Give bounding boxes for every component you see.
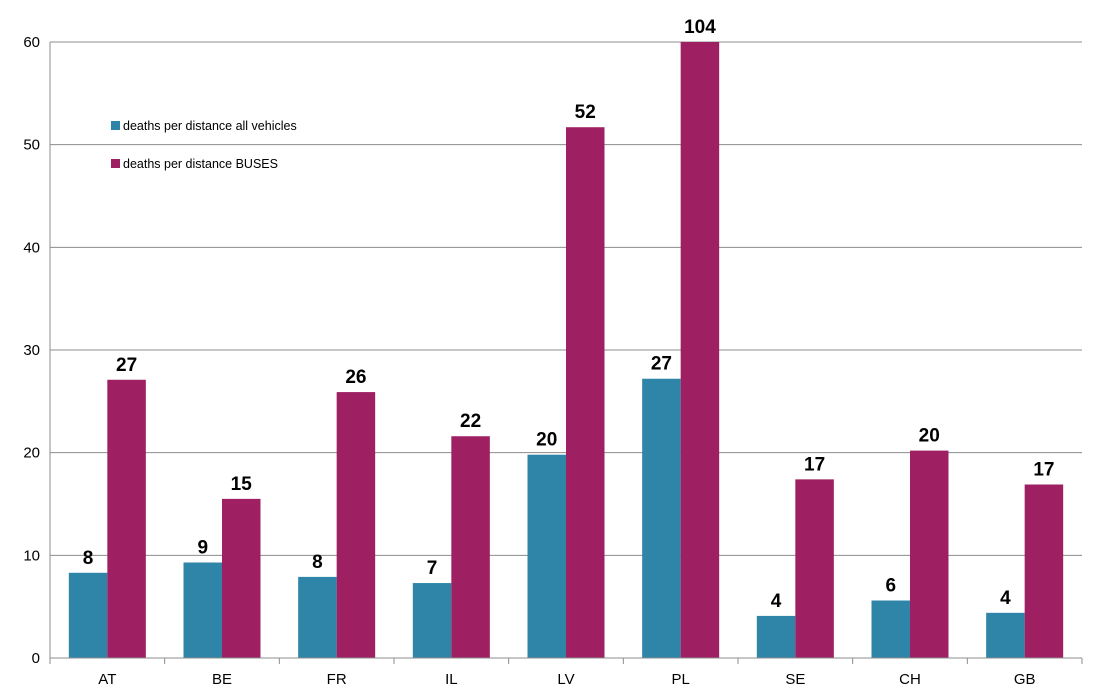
x-tick-label: FR xyxy=(327,671,347,688)
data-label: 26 xyxy=(345,367,366,388)
legend-label: deaths per distance BUSES xyxy=(123,157,278,171)
bar-all-vehicles-ch xyxy=(871,600,910,658)
bar-buses-lv xyxy=(566,127,605,659)
bar-all-vehicles-gb xyxy=(986,612,1025,658)
data-label: 27 xyxy=(651,354,672,375)
x-tick-label: LV xyxy=(557,671,574,688)
x-tick-label: IL xyxy=(445,671,458,688)
bar-buses-gb xyxy=(1024,484,1064,658)
data-label: 8 xyxy=(83,548,94,569)
y-tick-label: 0 xyxy=(32,650,40,667)
bar-all-vehicles-be xyxy=(183,562,222,658)
y-tick-label: 20 xyxy=(23,445,40,462)
data-label: 4 xyxy=(1000,588,1011,609)
data-label: 22 xyxy=(460,411,481,432)
bar-buses-be xyxy=(222,498,261,658)
x-tick-label: CH xyxy=(899,671,921,688)
data-label: 20 xyxy=(919,426,940,447)
bar-all-vehicles-lv xyxy=(527,454,566,658)
y-tick-label: 50 xyxy=(23,137,40,154)
data-label: 8 xyxy=(312,552,323,573)
bar-buses-il xyxy=(451,436,490,658)
data-label: 17 xyxy=(1033,459,1054,480)
bar-buses-at xyxy=(107,379,146,658)
x-tick-label: PL xyxy=(671,671,689,688)
data-label: 7 xyxy=(427,558,438,579)
bar-all-vehicles-il xyxy=(412,583,452,658)
bar-all-vehicles-se xyxy=(756,615,796,658)
data-label: 52 xyxy=(575,102,596,123)
x-tick-label: SE xyxy=(785,671,805,688)
x-tick-label: GB xyxy=(1014,671,1036,688)
y-tick-label: 60 xyxy=(23,34,40,51)
y-tick-label: 10 xyxy=(23,547,40,564)
axes xyxy=(49,42,1083,664)
data-label: 20 xyxy=(536,430,557,451)
legend: deaths per distance all vehicles deaths p… xyxy=(111,119,297,171)
legend-swatch xyxy=(111,121,120,130)
bars xyxy=(68,42,1064,659)
bar-all-vehicles-fr xyxy=(298,576,337,658)
bar-buses-se xyxy=(795,479,834,658)
data-label: 15 xyxy=(231,474,253,495)
data-label: 17 xyxy=(804,454,825,475)
data-label: 4 xyxy=(771,591,782,612)
bar-all-vehicles-at xyxy=(68,572,108,658)
bar-all-vehicles-pl xyxy=(642,378,681,658)
x-tick-label: AT xyxy=(98,671,116,688)
x-axis-tick-labels: AT BE FR IL LV PL SE CH GB xyxy=(98,671,1035,688)
legend-swatch xyxy=(111,159,120,168)
bar-buses-ch xyxy=(910,450,949,658)
data-label: 9 xyxy=(197,538,208,559)
bar-buses-pl xyxy=(680,42,720,658)
y-axis-tick-labels: 0 10 20 30 40 50 60 xyxy=(23,34,40,667)
data-labels: 8 27 9 15 8 26 7 22 20 52 27 104 4 17 6 20 4 17 xyxy=(83,17,1055,612)
bar-buses-fr xyxy=(336,392,376,658)
data-label: 6 xyxy=(885,576,896,597)
x-tick-label: BE xyxy=(212,671,232,688)
legend-label: deaths per distance all vehicles xyxy=(123,119,297,133)
y-tick-label: 30 xyxy=(23,342,40,359)
data-label: 27 xyxy=(116,355,137,376)
data-label: 104 xyxy=(684,17,716,38)
y-tick-label: 40 xyxy=(23,239,40,256)
